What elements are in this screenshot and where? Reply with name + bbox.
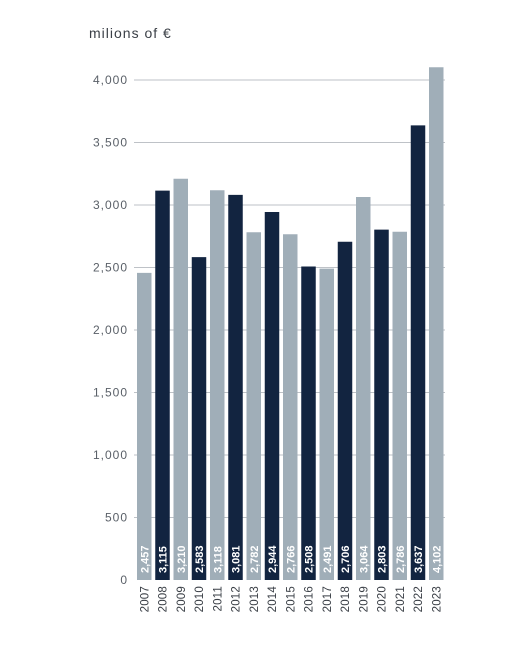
bar-value-label: 2,782: [249, 545, 261, 573]
bar: [264, 212, 280, 580]
bar: [356, 197, 371, 580]
y-tick-label: 2,500: [93, 261, 128, 275]
x-tick-label: 2019: [358, 586, 370, 612]
x-tick-label: 2010: [194, 586, 206, 612]
bar: [429, 67, 444, 580]
bar-value-label: 3,081: [231, 545, 243, 573]
x-tick-label: 2012: [231, 586, 243, 612]
x-tick-label: 2008: [158, 586, 170, 612]
bar: [283, 234, 298, 580]
bar: [228, 194, 243, 580]
bar: [173, 178, 188, 580]
x-tick-label: 2021: [395, 586, 407, 612]
bar-value-label: 3,210: [176, 545, 188, 573]
y-tick-label: 4,000: [93, 73, 128, 87]
bar-value-label: 3,115: [158, 546, 170, 573]
x-tick-label: 2018: [340, 586, 352, 612]
bar: [137, 272, 152, 580]
x-tick-label: 2020: [377, 586, 389, 612]
bar-value-label: 2,457: [139, 545, 151, 573]
y-axis-ticks: 0 500 1,000 1,500 2,000 2,500 3,000 3,500 4,000: [93, 73, 128, 587]
y-tick-label: 3,500: [93, 136, 128, 150]
bar: [301, 266, 316, 580]
x-axis-labels: 2007 2008 2009 2010 2011 2012 2013 2014 2015 2016…: [139, 586, 443, 613]
x-tick-label: 2017: [322, 586, 334, 612]
y-tick-label: 3,000: [93, 198, 128, 212]
bar: [319, 268, 334, 580]
bar-value-label: 2,583: [194, 545, 206, 573]
x-tick-label: 2011: [212, 586, 224, 612]
bar: [155, 190, 170, 580]
bar-value-labels: 2,457 3,115 3,210 2,583 3,118 3,081 2,782 2,944…: [139, 545, 443, 573]
y-tick-label: 500: [105, 511, 128, 525]
bar-value-label: 4,102: [431, 545, 443, 573]
y-tick-label: 2,000: [93, 323, 128, 337]
bar-value-label: 2,706: [340, 545, 352, 573]
x-tick-label: 2014: [267, 586, 279, 613]
bar: [191, 257, 207, 580]
bar-value-label: 3,064: [358, 545, 370, 573]
bar-value-label: 3,118: [212, 546, 224, 573]
x-tick-label: 2013: [249, 586, 261, 612]
x-tick-label: 2016: [304, 586, 316, 612]
bar: [410, 125, 426, 580]
bar-value-label: 2,491: [322, 545, 334, 573]
x-tick-label: 2022: [413, 586, 425, 612]
bar-value-label: 2,508: [304, 545, 316, 573]
bar-value-label: 2,786: [395, 545, 407, 573]
bar: [337, 241, 353, 580]
bar-value-label: 2,766: [285, 545, 297, 573]
x-tick-label: 2007: [139, 586, 151, 612]
bars: [137, 67, 444, 580]
y-tick-label: 1,000: [93, 448, 128, 462]
bar: [392, 231, 407, 580]
bar: [246, 232, 261, 580]
bar: [210, 190, 225, 580]
y-tick-label: 1,500: [93, 386, 128, 400]
bar: [374, 229, 389, 580]
y-axis-unit-label: milions of €: [89, 25, 172, 41]
bar-value-label: 2,803: [377, 545, 389, 573]
x-tick-label: 2009: [176, 586, 188, 612]
bar-value-label: 3,637: [413, 545, 425, 573]
x-tick-label: 2023: [431, 586, 443, 612]
x-tick-label: 2015: [285, 586, 297, 612]
y-tick-label: 0: [120, 573, 128, 587]
bar-value-label: 2,944: [267, 545, 279, 573]
